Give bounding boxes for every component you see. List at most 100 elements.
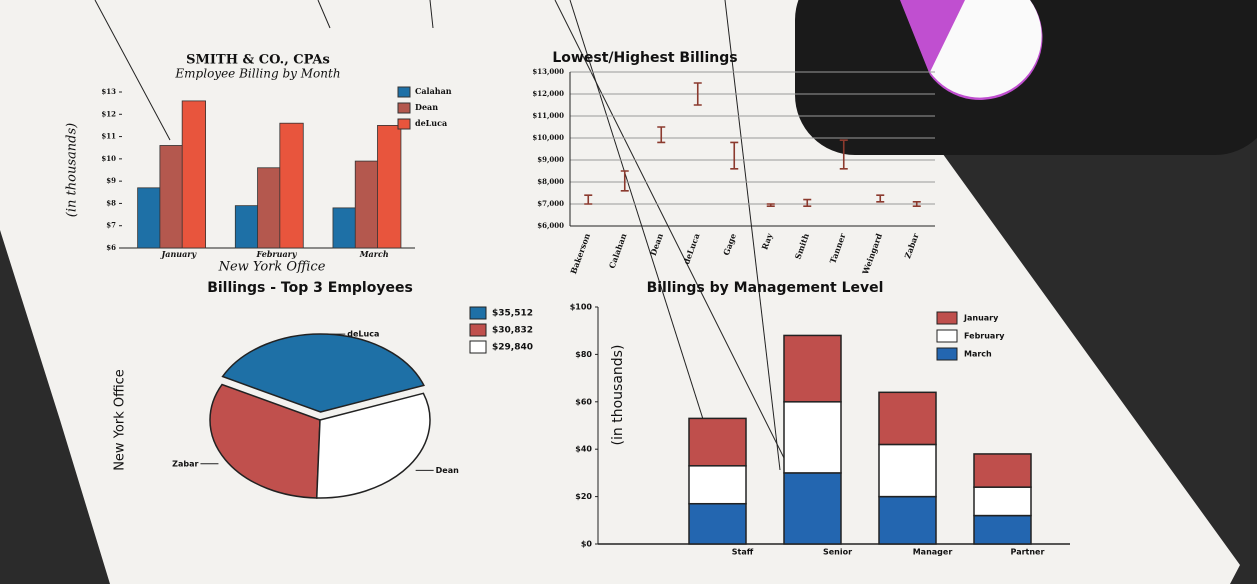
slice-label: Zabar xyxy=(172,459,198,468)
y-tick-label: $13,000 xyxy=(532,67,564,76)
bar-segment xyxy=(783,401,842,474)
legend-label: Calahan xyxy=(415,86,452,96)
range-bar xyxy=(620,170,629,192)
pie-slice xyxy=(315,392,431,499)
y-tick-label: $6 xyxy=(106,243,116,252)
x-tick-label: Senior xyxy=(823,548,852,557)
y-tick-label: $40 xyxy=(575,445,592,454)
legend-swatch xyxy=(397,102,411,114)
range-bar xyxy=(766,203,775,207)
y-tick-label: $6,000 xyxy=(537,221,564,230)
slice-label: deLuca xyxy=(347,330,379,339)
bar xyxy=(257,167,282,249)
legend-label: $35,512 xyxy=(492,309,533,319)
legend-swatch xyxy=(397,86,411,98)
bar xyxy=(181,100,207,249)
x-tick-label: March xyxy=(359,249,389,259)
y-tick-label: $20 xyxy=(575,492,592,501)
range-bar xyxy=(912,201,921,207)
bar xyxy=(234,205,260,249)
legend-swatch xyxy=(936,311,958,325)
pie-slice xyxy=(209,383,321,499)
y-tick-label: $10 xyxy=(101,154,116,163)
y-tick-label: $11 xyxy=(101,132,116,141)
range-bar xyxy=(657,126,666,144)
x-tick-label: January xyxy=(160,249,198,259)
bar xyxy=(137,187,162,249)
chart-subtitle: Employee Billing by Month xyxy=(174,67,340,81)
bar-segment xyxy=(878,443,937,498)
x-tick-label: Partner xyxy=(1011,548,1045,557)
legend-label: February xyxy=(964,332,1005,341)
legend-swatch xyxy=(469,340,487,354)
y-tick-label: $7,000 xyxy=(537,199,564,208)
leader-line xyxy=(429,0,434,29)
leader-lines xyxy=(94,0,816,521)
bar xyxy=(354,160,380,249)
legend-swatch xyxy=(397,118,411,130)
y-tick-label: $13 xyxy=(101,87,116,96)
y-tick-label: $11,000 xyxy=(532,111,564,120)
y-tick-label: $12 xyxy=(101,109,116,118)
legend-swatch xyxy=(469,306,487,320)
y-tick-label: $9 xyxy=(106,176,116,185)
bar xyxy=(159,145,184,249)
legend-swatch xyxy=(936,329,958,343)
range-bar xyxy=(730,141,739,170)
bar-segment xyxy=(973,486,1032,517)
legend-label: deLuca xyxy=(415,118,447,128)
range-bar xyxy=(803,198,812,207)
bar-segment xyxy=(783,472,842,545)
bar xyxy=(332,207,357,249)
range-bar xyxy=(876,194,885,203)
chart-title: Billings - Top 3 Employees xyxy=(207,280,413,296)
bar-segment xyxy=(973,453,1032,488)
bar-segment xyxy=(878,391,937,446)
leader-line xyxy=(94,0,171,141)
chart-title: Lowest/Highest Billings xyxy=(552,50,737,66)
bar-segment xyxy=(878,495,937,545)
y-tick-label: $60 xyxy=(575,397,592,406)
y-tick-label: $80 xyxy=(575,350,592,359)
range-bar xyxy=(839,139,848,170)
y-tick-label: $100 xyxy=(570,303,593,312)
range-bar xyxy=(584,194,593,205)
x-axis-label: New York Office xyxy=(218,260,326,275)
chart-title: SMITH & CO., CPAs xyxy=(186,53,330,68)
screen-image xyxy=(930,0,1042,98)
y-tick-label: $10,000 xyxy=(532,133,564,142)
side-label: New York Office xyxy=(113,369,128,471)
y-tick-label: $0 xyxy=(581,540,593,549)
y-tick-label: $8,000 xyxy=(537,177,564,186)
legend-label: $30,832 xyxy=(492,326,533,336)
leader-line xyxy=(554,0,816,521)
bar xyxy=(377,125,402,249)
legend-swatch xyxy=(469,323,487,337)
y-tick-label: $9,000 xyxy=(537,155,564,164)
bar-segment xyxy=(688,502,747,545)
x-tick-label: February xyxy=(255,249,297,259)
bar-segment xyxy=(688,417,747,467)
leader-line xyxy=(724,0,781,471)
legend-label: January xyxy=(963,314,999,323)
monitor xyxy=(795,0,1257,155)
x-tick-label: Staff xyxy=(732,548,754,557)
bar xyxy=(279,122,304,249)
legend-swatch xyxy=(936,347,958,361)
bar-segment xyxy=(783,334,842,403)
bar-segment xyxy=(973,514,1032,545)
leader-line xyxy=(317,0,331,29)
chart-title: Billings by Management Level xyxy=(647,280,884,296)
legend-label: Dean xyxy=(415,102,438,112)
y-tick-label: $12,000 xyxy=(532,89,564,98)
bar-segment xyxy=(688,465,747,505)
slice-label: Dean xyxy=(436,466,459,475)
y-tick-label: $7 xyxy=(106,221,116,230)
x-tick-label: Manager xyxy=(913,548,953,557)
y-tick-label: $8 xyxy=(106,198,116,207)
legend-label: March xyxy=(964,350,992,359)
y-axis-label: (in thousands) xyxy=(610,345,626,446)
range-bar xyxy=(693,82,702,106)
y-axis-label: (in thousands) xyxy=(65,123,80,217)
